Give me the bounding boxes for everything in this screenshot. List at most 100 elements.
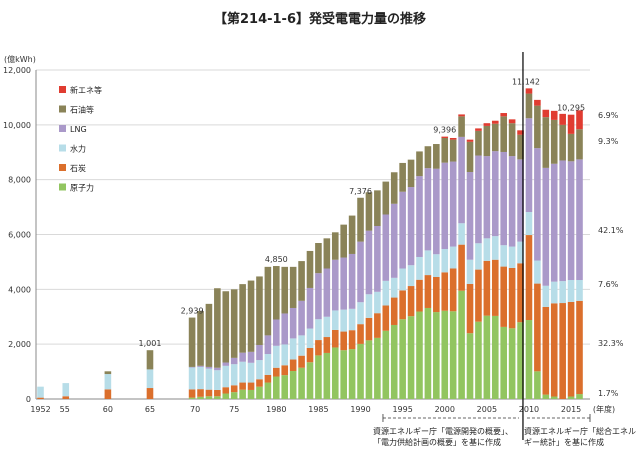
- bar-segment: [500, 266, 507, 327]
- bar-segment: [239, 352, 246, 362]
- bar-segment: [458, 114, 465, 117]
- bar-segment: [576, 159, 583, 281]
- bar-segment: [449, 311, 457, 399]
- source-note-left-line-1: 資源エネルギー庁「電源開発の概要」、: [373, 427, 513, 436]
- bar-segment: [382, 280, 390, 306]
- bar-segment: [197, 389, 204, 397]
- bar-segment: [542, 117, 550, 168]
- bar-segment: [340, 350, 347, 399]
- bar-segment: [550, 281, 558, 304]
- bar-segment: [550, 119, 558, 164]
- x-tick-label: 1952: [30, 405, 50, 414]
- bar-segment: [491, 236, 499, 260]
- bar-segment: [576, 129, 583, 160]
- bar-segment: [399, 290, 406, 320]
- bar-segment: [416, 279, 423, 312]
- x-tick-label: 70: [190, 405, 200, 414]
- bar-segment: [517, 130, 524, 135]
- bar-segment: [374, 313, 381, 338]
- bar-segment: [500, 151, 507, 246]
- bar-segment: [62, 383, 70, 397]
- bar-segment: [264, 382, 272, 399]
- bar-segment: [365, 317, 373, 341]
- bar-segment: [390, 324, 398, 399]
- bar-segment: [273, 376, 280, 399]
- bar-segment: [281, 313, 289, 345]
- bar-segment: [542, 109, 550, 118]
- bar-segment: [382, 305, 390, 331]
- bar-segment: [273, 345, 280, 368]
- bar-segment: [222, 362, 230, 366]
- bar-segment: [559, 303, 566, 399]
- bar-segment: [525, 93, 533, 119]
- share-percent-label: 1.7%: [598, 389, 619, 398]
- legend-swatch: [59, 144, 66, 152]
- bar-segment: [37, 386, 44, 398]
- bar-segment: [357, 302, 364, 325]
- bar-segment: [559, 124, 566, 161]
- bar-segment: [441, 272, 449, 311]
- bar-segment: [390, 277, 398, 298]
- bar-segment: [188, 389, 196, 398]
- bar-segment: [517, 159, 524, 242]
- bar-segment: [331, 347, 339, 399]
- bar-segment: [542, 306, 550, 395]
- bar-segment: [382, 214, 390, 281]
- share-percent-label: 42.1%: [598, 226, 624, 235]
- bar-segment: [146, 350, 154, 370]
- y-tick-label: 0: [26, 395, 31, 404]
- bar-segment: [441, 249, 449, 273]
- bar-segment: [214, 370, 221, 390]
- bar-segment: [550, 303, 558, 397]
- legend-swatch: [59, 125, 66, 132]
- bar-segment: [542, 394, 550, 399]
- bar-segment: [289, 338, 297, 360]
- bar-segment: [466, 141, 474, 172]
- bar-segment: [399, 191, 406, 269]
- bar-segment: [559, 281, 566, 304]
- bar-segment: [104, 389, 112, 399]
- bar-segment: [424, 307, 432, 399]
- bar-segment: [197, 366, 204, 390]
- bar-segment: [508, 267, 516, 329]
- bar-segment: [374, 190, 381, 226]
- bar-segment: [239, 361, 246, 383]
- bar-segment: [306, 362, 314, 399]
- bar-segment: [230, 364, 238, 386]
- bar-segment: [382, 330, 390, 399]
- bar-segment: [390, 297, 398, 325]
- y-tick-label: 8,000: [8, 176, 31, 185]
- bar-segment: [340, 309, 347, 332]
- bar-segment: [441, 310, 449, 399]
- bar-segment: [483, 238, 491, 261]
- bar-segment: [247, 280, 255, 352]
- bar-segment: [483, 125, 491, 157]
- bar-segment: [289, 371, 297, 399]
- bar-segment: [390, 172, 398, 204]
- bar-segment: [525, 88, 533, 94]
- bar-segment: [256, 344, 263, 361]
- bar-segment: [323, 238, 331, 269]
- bar-segment: [567, 280, 575, 302]
- bar-segment: [197, 396, 204, 399]
- bar-segment: [289, 359, 297, 372]
- bar-segment: [441, 137, 449, 163]
- bar-segment: [517, 241, 524, 264]
- bar-segment: [550, 163, 558, 282]
- bar-segment: [222, 365, 230, 388]
- bar-segment: [306, 250, 314, 288]
- bar-segment: [483, 315, 491, 399]
- bar-segment: [491, 151, 499, 237]
- bar-segment: [273, 266, 280, 320]
- bar-segment: [508, 328, 516, 399]
- bar-segment: [357, 197, 364, 242]
- bar-segment: [466, 139, 474, 142]
- bar-segment: [315, 340, 322, 356]
- bar-segment: [306, 328, 314, 349]
- bar-segment: [475, 243, 482, 270]
- bar-segment: [365, 340, 373, 399]
- bar-segment: [407, 159, 415, 188]
- bar-segment: [424, 168, 432, 251]
- chart-title: 【第214-1-6】発受電電力量の推移: [213, 12, 427, 27]
- bar-segment: [230, 385, 238, 393]
